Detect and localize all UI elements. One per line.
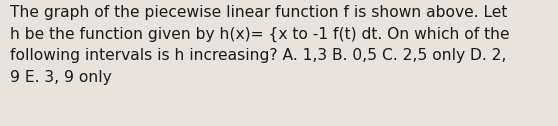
Text: The graph of the piecewise linear function f is shown above. Let
h be the functi: The graph of the piecewise linear functi… xyxy=(10,5,509,85)
